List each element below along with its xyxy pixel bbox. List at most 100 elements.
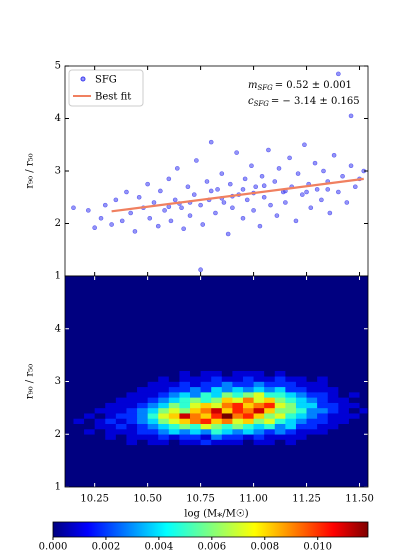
scatter-point <box>244 197 250 203</box>
heatmap-cell <box>126 428 138 435</box>
heatmap-cell <box>338 428 350 435</box>
heatmap-cell <box>137 439 148 446</box>
heatmap-cell <box>264 397 276 403</box>
heatmap-cell <box>317 402 329 409</box>
heatmap-cell <box>274 418 286 424</box>
heatmap-cell <box>94 423 106 430</box>
heatmap-cell <box>359 434 368 440</box>
scatter-point <box>261 194 267 200</box>
heatmap-cell <box>126 370 138 377</box>
heatmap-cell <box>158 423 170 430</box>
heatmap-cell <box>274 392 286 398</box>
heatmap-cell <box>137 434 148 440</box>
heatmap-cell <box>264 423 276 430</box>
heatmap-cell <box>253 413 265 419</box>
heatmap-cell <box>200 392 212 398</box>
heatmap-cell <box>190 397 201 403</box>
heatmap-cell <box>338 407 350 414</box>
heatmap-cell <box>285 418 297 424</box>
heatmap-cell <box>327 370 339 377</box>
heatmap-cell <box>295 402 307 409</box>
heatmap-cell <box>94 376 106 382</box>
heatmap-cell <box>221 392 233 398</box>
heatmap-cell <box>348 376 360 382</box>
heatmap-cell <box>126 418 138 424</box>
heatmap-cell <box>84 423 95 430</box>
heatmap-cell <box>285 407 297 414</box>
heatmap-cell <box>105 407 117 414</box>
legend: SFG Best fit <box>68 69 144 107</box>
heatmap-cell <box>147 428 159 435</box>
heatmap-cell <box>126 402 138 409</box>
heatmap-cell <box>211 386 223 393</box>
heatmap-cell <box>253 397 265 403</box>
heatmap-cell <box>179 381 191 388</box>
heatmap-cell <box>126 407 138 414</box>
scatter-point <box>204 179 210 184</box>
heatmap-cell <box>306 423 318 430</box>
heatmap-cell <box>274 397 286 403</box>
heatmap-cell <box>274 413 286 419</box>
heatmap-cell <box>190 413 201 419</box>
heatmap-cell <box>126 386 138 393</box>
heatmap-cell <box>264 370 276 377</box>
heatmap-cell <box>274 407 286 414</box>
x-tick-label: 10.25 <box>80 494 109 505</box>
annotation-symbol: c <box>248 96 254 107</box>
heatmap-cell <box>211 392 223 398</box>
heatmap-cell <box>158 370 170 377</box>
heatmap-cell <box>73 397 85 403</box>
heatmap-cell <box>253 423 265 430</box>
scatter-point <box>308 205 314 211</box>
heatmap-cell <box>221 428 233 435</box>
heatmap-cell <box>190 392 201 398</box>
heatmap-cell <box>73 376 85 382</box>
scatter-point <box>213 210 218 216</box>
scatter-point <box>283 200 288 205</box>
scatter-point <box>352 184 358 190</box>
heatmap-cell <box>137 423 148 430</box>
heatmap-cell <box>126 397 138 403</box>
scatter-point <box>295 171 301 176</box>
heatmap-cell <box>126 381 138 388</box>
heatmap-cell <box>285 423 297 430</box>
scatter-point <box>124 189 129 195</box>
y-tick-label: 1 <box>55 482 61 493</box>
heatmap-cell <box>264 434 276 440</box>
heatmap-cell <box>84 386 95 393</box>
heatmap-cell <box>285 392 297 398</box>
heatmap-cell <box>94 402 106 409</box>
heatmap-cell <box>84 392 95 398</box>
scatter-point <box>253 184 258 190</box>
heatmap-cell <box>105 392 117 398</box>
scatter-point <box>198 267 203 273</box>
annotation-subscript: SFG <box>254 100 270 108</box>
heatmap-cell <box>211 434 223 440</box>
annotation-text: = − 3.14 ± 0.165 <box>271 96 360 107</box>
heatmap-cell <box>115 407 127 414</box>
heatmap-cell <box>84 370 95 377</box>
heatmap-cell <box>168 397 180 403</box>
scatter-point <box>185 184 191 190</box>
heatmap-cell <box>306 407 318 414</box>
heatmap-cell <box>242 428 254 435</box>
heatmap-cell <box>105 402 117 409</box>
heatmap-cell <box>264 413 276 419</box>
heatmap-cell <box>295 370 307 377</box>
heatmap-cell <box>295 428 307 435</box>
heatmap-cell <box>105 428 117 435</box>
heatmap-cell <box>232 381 244 388</box>
scatter-point <box>198 202 203 208</box>
scatter-point <box>128 210 133 216</box>
scatter-point <box>132 229 138 234</box>
heatmap-cell <box>264 439 276 446</box>
heatmap-cell <box>359 386 368 393</box>
heatmap-cell <box>84 376 95 382</box>
heatmap-cell <box>306 428 318 435</box>
fit-line <box>111 177 364 213</box>
scatter-point <box>175 166 180 171</box>
heatmap-cell <box>137 376 148 382</box>
heatmap-cell <box>94 428 106 435</box>
heatmap-cell <box>338 386 350 393</box>
heatmap-cell <box>115 418 127 424</box>
